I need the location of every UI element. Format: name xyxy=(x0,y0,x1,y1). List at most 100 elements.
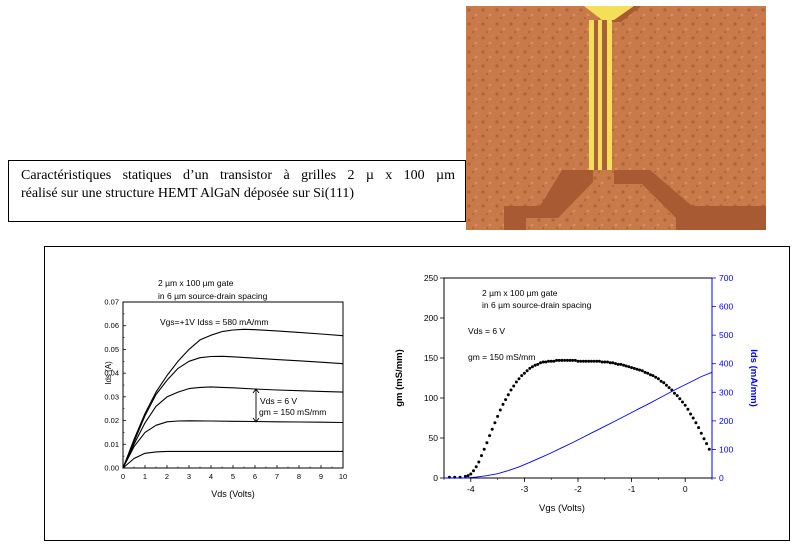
chart2-gm-point xyxy=(705,442,709,446)
chart2-gate-note-1: 2 µm x 100 µm gate xyxy=(482,288,558,298)
chart2-gm-point xyxy=(694,421,698,425)
chart1-gm-arrow-head-down xyxy=(252,417,260,423)
chart2-gm-point xyxy=(667,386,671,390)
chart2-gm-point xyxy=(608,361,612,365)
output-characteristics-chart: 0 1 2 3 4 5 6 7 8 9 10 0.00 0.01 0.02 0.03 0.04 0.05 0.06… xyxy=(104,278,347,499)
chart2-gm-point xyxy=(595,359,599,363)
chart1-vds-note: Vds = 6 V xyxy=(260,396,297,406)
transfer-characteristics-chart: -4 -3 -2 -1 0 0 50 100 150 200 250 0 100 200 300 400 500… xyxy=(394,273,759,514)
chart2-gm-point xyxy=(549,359,553,363)
chart2-y2-tick-label: 0 xyxy=(719,473,724,483)
caption-line-2: réalisé sur une structure HEMT AlGaN dép… xyxy=(21,186,355,201)
chart1-gm-arrow-head-up xyxy=(252,388,260,394)
chart2-gm-point xyxy=(600,360,604,364)
chart2-gm-point xyxy=(512,384,516,388)
figure-frame: 0 1 2 3 4 5 6 7 8 9 10 0.00 0.01 0.02 0.03 0.04 0.05 0.06… xyxy=(44,246,790,541)
chart2-gm-point xyxy=(506,393,510,397)
chart2-y-tick-label: 50 xyxy=(429,433,439,443)
chart2-gm-point xyxy=(517,377,521,381)
chart1-x-tick-label: 5 xyxy=(231,472,235,481)
chart2-gm-point xyxy=(683,403,687,407)
chart2-marks xyxy=(444,358,713,479)
chart2-gm-point xyxy=(488,434,492,438)
chart2-gm-point xyxy=(584,359,588,363)
chart2-gm-point xyxy=(576,359,580,363)
gate-finger-right xyxy=(607,20,612,170)
chart2-gm-note: gm = 150 mS/mm xyxy=(468,352,535,362)
gate-finger-center xyxy=(598,20,602,170)
chart2-gm-point xyxy=(686,407,690,411)
chart2-gm-point xyxy=(624,364,628,368)
chart2-gm-point xyxy=(528,366,532,370)
gate-finger-left xyxy=(589,20,594,170)
chart2-gm-point xyxy=(603,360,607,364)
chart2-gm-point xyxy=(474,465,478,469)
chart2-gm-point xyxy=(589,359,593,363)
chart2-gm-point xyxy=(619,362,623,366)
chart1-y-tick-label: 0.02 xyxy=(104,416,119,425)
chart2-gm-point xyxy=(520,374,524,378)
chart2-y2-tick-label: 500 xyxy=(719,330,733,340)
chart2-gm-point xyxy=(616,362,620,366)
chart2-gm-point xyxy=(466,474,470,478)
chart1-gate-note-2: in 6 µm source-drain spacing xyxy=(158,291,268,301)
chart1-x-tick-label: 2 xyxy=(165,472,169,481)
chart2-x-tick-label: -2 xyxy=(574,484,582,494)
chart2-gm-point xyxy=(681,400,684,404)
chart2-gate-note-2: in 6 µm source-drain spacing xyxy=(482,300,592,310)
chart2-gm-point xyxy=(606,360,609,364)
chart2-gm-point xyxy=(673,391,676,395)
chart1-y-tick-label: 0.03 xyxy=(104,392,119,401)
chart2-gm-point xyxy=(493,421,497,425)
chart2-x-tick-label: -3 xyxy=(521,484,529,494)
chart2-gm-point xyxy=(638,368,642,372)
chart1-curve-3 xyxy=(122,386,344,469)
chart2-gm-point xyxy=(525,369,529,373)
chart2-gm-point xyxy=(659,379,663,383)
chart1-y-tick-label: 0.05 xyxy=(104,345,119,354)
chart2-gm-point xyxy=(643,370,647,374)
chart2-gm-point xyxy=(504,398,508,402)
chart1-x-tick-label: 4 xyxy=(209,472,213,481)
chart2-gm-point xyxy=(539,361,542,365)
chart2-gm-point xyxy=(707,447,711,451)
chart1-y-tick-label: 0.07 xyxy=(104,298,119,307)
chart2-gm-point xyxy=(568,358,572,362)
chart2-gm-point xyxy=(533,363,537,367)
chart2-x-axis-label: Vgs (Volts) xyxy=(539,503,585,514)
chart2-gm-point xyxy=(597,359,601,363)
chart2-gm-point xyxy=(498,408,502,412)
chart2-gm-point xyxy=(651,374,655,378)
chart2-gm-point xyxy=(557,358,561,362)
chart2-ticks: -4 -3 -2 -1 0 0 50 100 150 200 250 0 100 200 300 400 500… xyxy=(424,273,734,494)
chart2-gm-point xyxy=(536,362,540,366)
chart2-gm-point xyxy=(469,472,473,476)
channel-gap-right xyxy=(602,20,607,170)
chart2-x-tick-label: 0 xyxy=(683,484,688,494)
chart2-gm-point xyxy=(699,431,703,435)
chart2-y2-axis-label: Ids (mA/mm) xyxy=(748,349,759,407)
chart2-gm-point xyxy=(632,366,636,370)
chart2-gm-point xyxy=(501,402,505,406)
chart2-gm-point xyxy=(482,447,486,451)
chart2-gm-point xyxy=(611,361,615,365)
chart2-gm-point xyxy=(691,416,695,420)
chart1-x-tick-label: 1 xyxy=(143,472,147,481)
chart1-curve-5 xyxy=(122,450,343,469)
chart2-gm-point xyxy=(622,363,626,367)
caption-line-1: Caractéristiques statiques d’un transist… xyxy=(21,168,455,183)
chart2-gm-point xyxy=(563,358,567,362)
chart1-y-tick-label: 0.04 xyxy=(104,369,119,378)
chart2-gm-point xyxy=(530,365,534,369)
transistor-micrograph xyxy=(466,6,766,230)
chart2-gm-point xyxy=(490,427,494,431)
chart1-y-tick-label: 0.01 xyxy=(104,440,119,449)
chart2-gm-point xyxy=(614,362,617,366)
chart2-x-tick-label: -4 xyxy=(467,484,475,494)
chart1-curves xyxy=(122,328,344,469)
channel-gap-left xyxy=(594,20,598,170)
chart2-gm-point xyxy=(656,377,660,381)
chart1-x-tick-label: 8 xyxy=(297,472,301,481)
chart1-x-tick-label: 6 xyxy=(253,472,257,481)
chart2-gm-point xyxy=(463,474,467,478)
